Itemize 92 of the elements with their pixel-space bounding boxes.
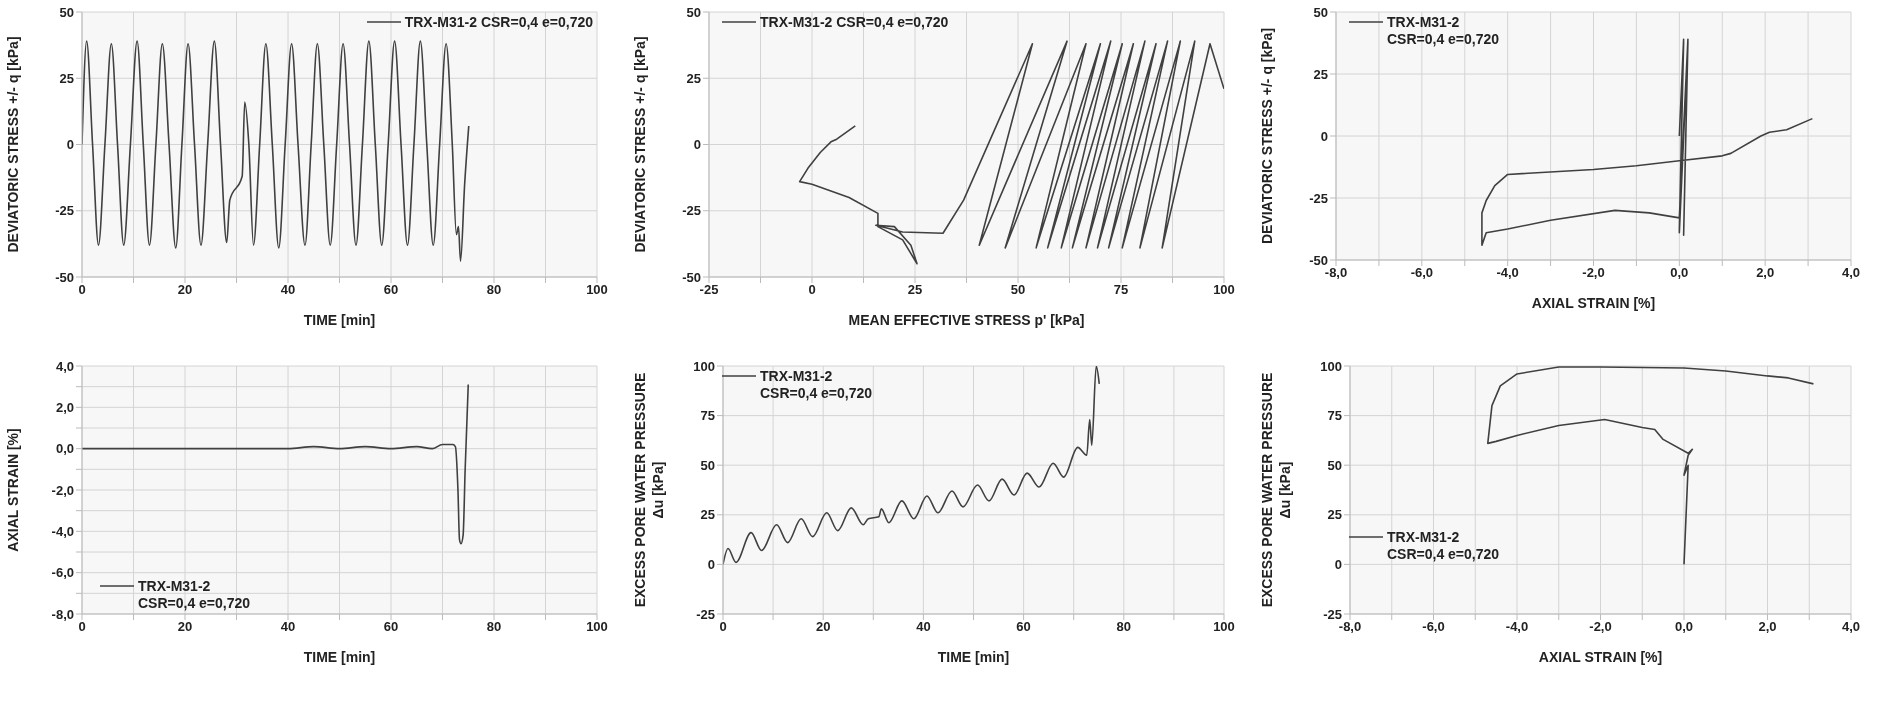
y-tick-label: -4,0 xyxy=(51,523,74,539)
line-series xyxy=(723,366,1101,566)
x-tick-label: 80 xyxy=(1116,619,1132,635)
y-tick-label: 50 xyxy=(59,4,74,20)
x-tick-label: 40 xyxy=(280,619,296,635)
x-axis-title: TIME [min] xyxy=(937,649,1010,665)
y-tick-label: -6,0 xyxy=(51,565,74,581)
y-tick-label: 75 xyxy=(700,408,715,424)
y-tick-label: -25 xyxy=(55,203,74,219)
y-tick-label: 25 xyxy=(59,70,74,86)
legend-label: TRX-M31-2 CSR=0,4 e=0,720 xyxy=(1387,529,1500,563)
x-tick-label: 100 xyxy=(1213,619,1235,635)
y-tick-label: 25 xyxy=(686,70,701,86)
y-tick-label: -50 xyxy=(682,269,701,285)
y-tick-label: 0 xyxy=(1320,128,1328,144)
x-axis-title: AXIAL STRAIN [%] xyxy=(1531,295,1656,311)
legend-label: TRX-M31-2 CSR=0,4 e=0,720 xyxy=(404,14,593,31)
y-tick-label: 0 xyxy=(693,137,701,153)
y-axis-title: DEVIATORIC STRESS +/- q [kPa] xyxy=(5,36,21,253)
legend-label: TRX-M31-2 CSR=0,4 e=0,720 xyxy=(760,368,873,402)
y-tick-label: 100 xyxy=(1320,358,1342,374)
y-tick-label: 25 xyxy=(1313,66,1328,82)
x-tick-label: -4,0 xyxy=(1505,619,1529,635)
y-tick-label: 25 xyxy=(700,507,715,523)
y-tick-label: -2,0 xyxy=(51,482,74,498)
y-tick-label: -25 xyxy=(1323,606,1342,622)
x-tick-label: -6,0 xyxy=(1422,619,1445,635)
y-tick-label: 75 xyxy=(1327,408,1342,424)
y-tick-label: -50 xyxy=(55,269,74,285)
x-axis-title: TIME [min] xyxy=(303,312,376,328)
x-tick-label: 2,0 xyxy=(1758,619,1777,635)
y-tick-label: 0 xyxy=(1334,557,1342,573)
y-tick-label: 50 xyxy=(1327,457,1342,473)
y-tick-label: 50 xyxy=(686,4,701,20)
y-tick-label: 0 xyxy=(707,557,715,573)
x-tick-label: 80 xyxy=(486,619,502,635)
x-tick-label: 20 xyxy=(177,282,193,298)
x-tick-label: 100 xyxy=(586,619,608,635)
legend-label: TRX-M31-2 CSR=0,4 e=0,720 xyxy=(1387,14,1500,48)
x-tick-label: -4,0 xyxy=(1496,265,1519,281)
x-axis-title: MEAN EFFECTIVE STRESS p' [kPa] xyxy=(848,312,1085,328)
y-tick-label: 0,0 xyxy=(55,441,74,457)
x-tick-label: 0,0 xyxy=(1674,619,1694,635)
x-tick-label: 75 xyxy=(1113,282,1129,298)
y-axis-title: EXCESS PORE WATER PRESSURE Δu [kPa] xyxy=(1259,372,1293,608)
x-tick-label: 20 xyxy=(815,619,831,635)
x-tick-label: 0 xyxy=(719,619,727,635)
x-tick-label: 0 xyxy=(78,282,86,298)
x-axis-title: AXIAL STRAIN [%] xyxy=(1538,649,1663,665)
y-tick-label: -8,0 xyxy=(51,606,74,622)
x-axis-title: TIME [min] xyxy=(303,649,376,665)
y-axis-title: DEVIATORIC STRESS +/- q [kPa] xyxy=(632,36,648,253)
x-tick-label: 25 xyxy=(907,282,923,298)
legend-label: TRX-M31-2 CSR=0,4 e=0,720 xyxy=(138,578,251,612)
line-series xyxy=(798,40,1224,265)
y-axis-title: AXIAL STRAIN [%] xyxy=(5,428,21,552)
y-axis-title: EXCESS PORE WATER PRESSURE Δu [kPa] xyxy=(632,372,666,608)
x-tick-label: 4,0 xyxy=(1841,619,1861,635)
x-tick-label: 60 xyxy=(1016,619,1031,635)
x-tick-label: 20 xyxy=(177,619,193,635)
x-tick-label: -2,0 xyxy=(1582,265,1605,281)
y-tick-label: 4,0 xyxy=(55,358,74,374)
y-tick-label: 0 xyxy=(66,137,74,153)
x-tick-label: 80 xyxy=(486,282,502,298)
line-series xyxy=(82,40,470,262)
y-tick-label: -50 xyxy=(1309,252,1328,268)
x-tick-label: 2,0 xyxy=(1756,265,1775,281)
x-tick-label: 0 xyxy=(808,282,816,298)
x-tick-label: 60 xyxy=(383,282,399,298)
y-tick-label: -25 xyxy=(682,203,701,219)
x-tick-label: 4,0 xyxy=(1841,265,1861,281)
y-tick-label: -25 xyxy=(1309,190,1328,206)
y-tick-label: 50 xyxy=(1313,4,1328,20)
y-tick-label: 50 xyxy=(700,457,715,473)
x-tick-label: 100 xyxy=(1213,282,1235,298)
x-tick-label: 40 xyxy=(280,282,296,298)
y-tick-label: 100 xyxy=(693,358,715,374)
x-tick-label: 100 xyxy=(586,282,608,298)
y-tick-label: 25 xyxy=(1327,507,1342,523)
x-tick-label: -8,0 xyxy=(1338,619,1362,635)
line-series xyxy=(82,383,470,545)
x-tick-label: 0,0 xyxy=(1670,265,1689,281)
x-tick-label: 40 xyxy=(916,619,931,635)
y-tick-label: 2,0 xyxy=(55,399,74,415)
x-tick-label: 50 xyxy=(1010,282,1026,298)
x-tick-label: -2,0 xyxy=(1589,619,1612,635)
x-tick-label: 0 xyxy=(78,619,86,635)
y-axis-title: DEVIATORIC STRESS +/- q [kPa] xyxy=(1259,27,1275,245)
y-tick-label: -25 xyxy=(696,606,715,622)
legend-label: TRX-M31-2 CSR=0,4 e=0,720 xyxy=(760,14,949,31)
x-tick-label: -6,0 xyxy=(1410,265,1434,281)
x-tick-label: 60 xyxy=(383,619,399,635)
